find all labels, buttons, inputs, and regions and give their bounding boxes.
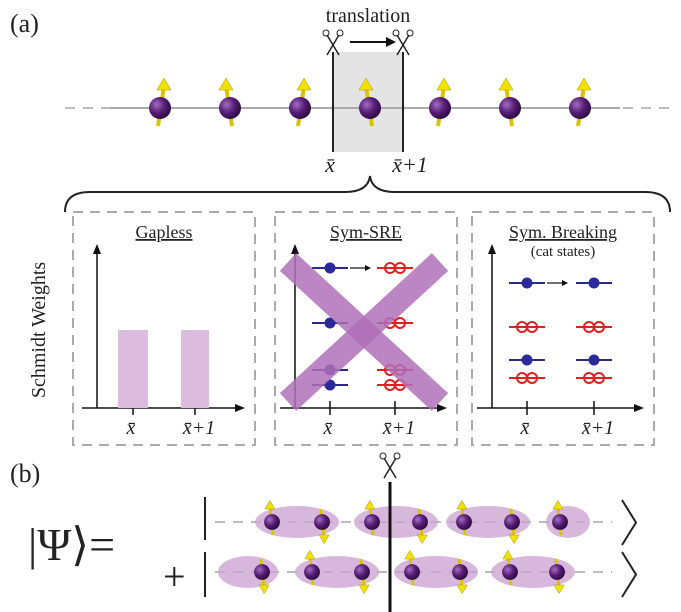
spin-site: [254, 564, 270, 580]
spin-head: [437, 78, 451, 90]
axis-head: [634, 404, 644, 412]
tick-label: x̄+1: [382, 417, 415, 439]
panel-label: (a): [10, 9, 39, 38]
panel-title: Gapless: [136, 222, 193, 242]
spin-site: [264, 514, 280, 530]
state: [522, 355, 533, 366]
spin-site: [304, 564, 320, 580]
spin-site: [569, 97, 591, 119]
spin-head: [499, 78, 513, 90]
figure: (a) translation x̄ x̄+1 Schmidt Weights …: [0, 0, 681, 612]
spin-head: [359, 585, 369, 594]
spin-site: [354, 564, 370, 580]
tick-label: x̄: [126, 417, 136, 439]
scissors: [323, 30, 329, 36]
tick-label: x̄: [323, 417, 333, 439]
spin-site: [289, 97, 311, 119]
state: [589, 278, 600, 289]
spin-site: [359, 97, 381, 119]
cut-label: x̄: [324, 152, 335, 177]
spin-head: [259, 585, 269, 594]
spin-site: [499, 97, 521, 119]
arrow-head: [386, 37, 396, 47]
tick-label: x̄+1: [182, 417, 215, 439]
spin-head: [319, 535, 329, 544]
axis-head: [291, 244, 299, 254]
scissors: [384, 458, 396, 478]
arrow-head: [562, 280, 568, 286]
spin-site: [314, 514, 330, 530]
spin-site: [412, 514, 428, 530]
scissors: [393, 30, 399, 36]
state: [325, 263, 336, 274]
spin-head: [365, 500, 375, 509]
plus-sign: +: [163, 554, 186, 599]
spin-head: [457, 585, 467, 594]
spin-head: [457, 500, 467, 509]
spin-site: [364, 514, 380, 530]
scissors: [394, 453, 400, 459]
state-lhs: |Ψ⟩=: [28, 519, 115, 570]
ket-angle: [622, 552, 636, 597]
translation-label: translation: [326, 5, 410, 27]
weight-bar: [181, 330, 209, 408]
spin-head: [553, 500, 563, 509]
axis-head: [488, 244, 496, 254]
drawing: (a) translation x̄ x̄+1 Schmidt Weights …: [10, 5, 670, 612]
tick-label: x̄+1: [581, 417, 614, 439]
state: [522, 278, 533, 289]
spin-head: [305, 550, 315, 559]
panel-title: Sym-SRE: [330, 222, 402, 242]
spin-head: [554, 585, 564, 594]
spin-site: [149, 97, 171, 119]
spin-head: [503, 550, 513, 559]
panel-subtitle: (cat states): [531, 244, 596, 260]
brace: [65, 176, 670, 212]
axis-head: [93, 244, 101, 254]
scissors: [380, 453, 386, 459]
spin-site: [219, 97, 241, 119]
spin-site: [549, 564, 565, 580]
axis-head: [437, 404, 447, 412]
tick-label: x̄: [520, 417, 530, 439]
spin-head: [509, 535, 519, 544]
spin-site: [552, 514, 568, 530]
spin-site: [404, 564, 420, 580]
axis-head: [235, 404, 245, 412]
scissors: [337, 30, 343, 36]
spin-site: [452, 564, 468, 580]
scissors: [407, 30, 413, 36]
ket-angle: [622, 500, 636, 545]
panel-label: (b): [10, 459, 40, 488]
weight-bar: [118, 330, 148, 408]
arrow-head: [365, 265, 371, 271]
spin-site: [502, 564, 518, 580]
spin-head: [297, 78, 311, 90]
state: [589, 355, 600, 366]
spin-site: [456, 514, 472, 530]
spin-head: [157, 78, 171, 90]
cut-label: x̄+1: [391, 152, 428, 177]
panel-title: Sym. Breaking: [509, 222, 617, 242]
y-axis-label: Schmidt Weights: [28, 262, 50, 399]
panel-frame: [73, 212, 255, 445]
spin-head: [417, 535, 427, 544]
spin-head: [577, 78, 591, 90]
spin-head: [405, 550, 415, 559]
spin-site: [429, 97, 451, 119]
spin-head: [219, 78, 233, 90]
spin-site: [504, 514, 520, 530]
spin-head: [265, 500, 275, 509]
